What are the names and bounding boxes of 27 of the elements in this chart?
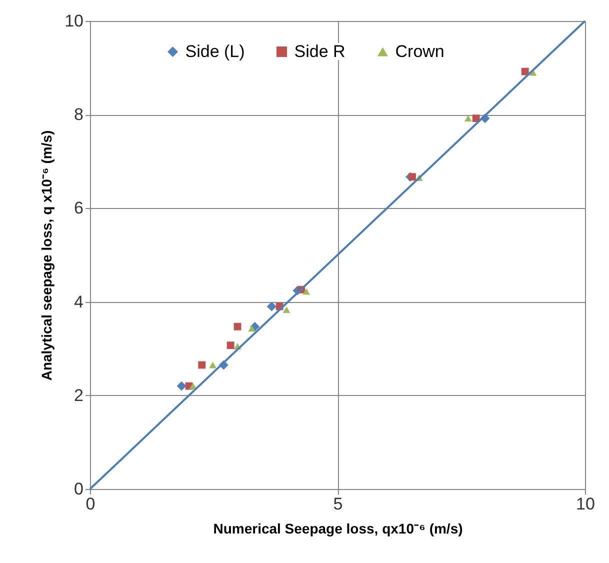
- point: [248, 325, 256, 332]
- x-tick-label: 10: [576, 494, 595, 514]
- point: [266, 302, 276, 312]
- x-tick-label: 0: [86, 494, 96, 514]
- y-tick-label: 0: [74, 480, 84, 498]
- point: [521, 68, 529, 76]
- point: [198, 361, 206, 369]
- y-axis-title: Analytical seepage loss, q x10⁻⁶ (m/s): [38, 130, 55, 381]
- y-tick-label: 2: [74, 386, 84, 405]
- x-tick-label: 5: [333, 494, 343, 514]
- legend-label: Crown: [395, 42, 444, 61]
- point: [282, 306, 290, 313]
- legend-label: Side R: [294, 42, 346, 61]
- y-tick-label: 10: [64, 12, 84, 30]
- point: [234, 322, 242, 330]
- y-tick-label: 4: [74, 292, 84, 312]
- legend-label: Side (L): [185, 42, 245, 61]
- point: [176, 381, 186, 391]
- y-tick-label: 6: [74, 198, 84, 218]
- point: [464, 115, 472, 122]
- point: [302, 288, 310, 295]
- y-tick-label: 8: [74, 105, 84, 124]
- point: [408, 173, 416, 181]
- point: [209, 362, 216, 368]
- point: [472, 114, 480, 122]
- point: [226, 342, 234, 350]
- x-axis-title: Numerical Seepage loss, qx10⁻⁶ (m/s): [213, 520, 463, 536]
